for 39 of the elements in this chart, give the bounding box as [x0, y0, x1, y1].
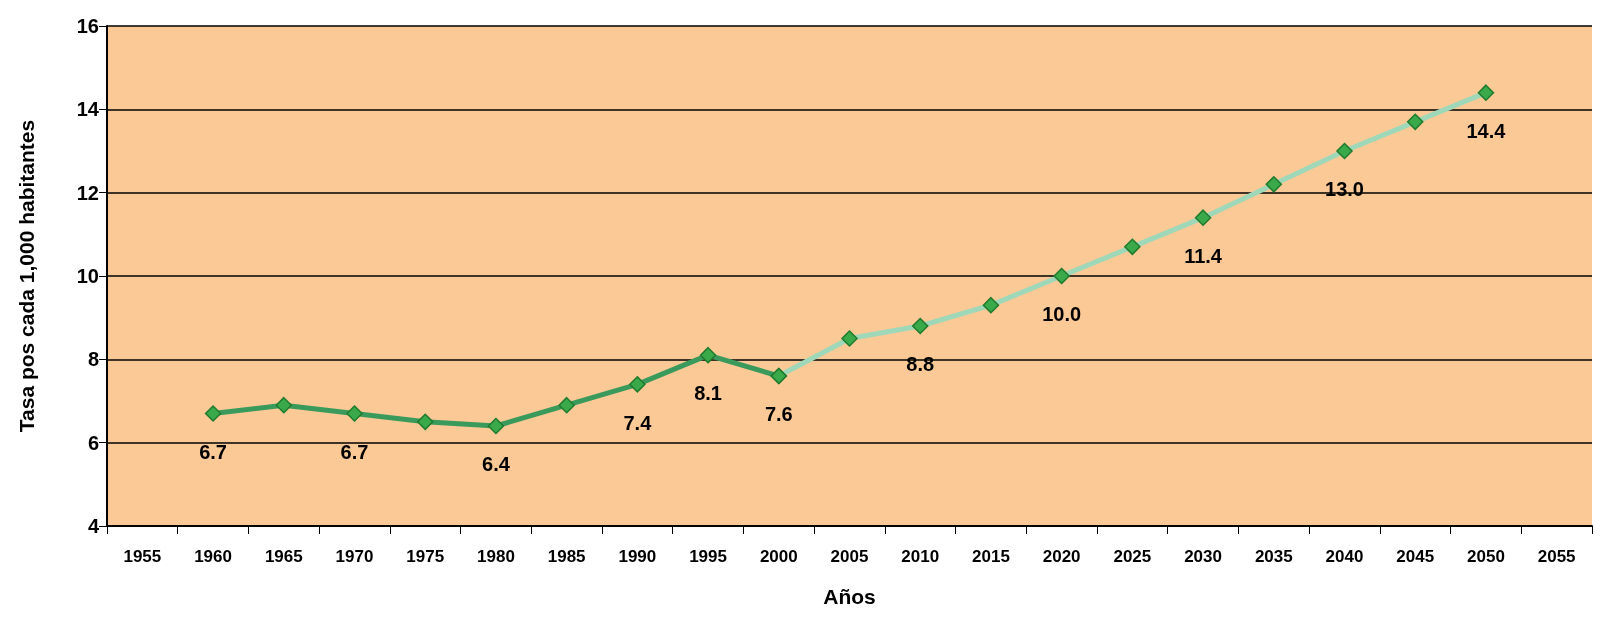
y-tick-label: 16: [76, 15, 99, 37]
data-label: 6.7: [340, 440, 369, 463]
data-label: 8.1: [694, 382, 722, 405]
x-tick-label: 1960: [194, 547, 232, 566]
y-tick-label: 10: [76, 265, 99, 287]
x-tick-label: 1995: [689, 547, 727, 566]
data-label: 6.4: [482, 453, 511, 476]
data-label: 10.0: [1042, 303, 1082, 326]
y-tick-label: 12: [76, 181, 99, 204]
x-tick-label: 2025: [1113, 547, 1152, 566]
x-tick-label: 2055: [1537, 547, 1576, 566]
x-tick-label: 2050: [1467, 547, 1505, 566]
x-tick-label: 2010: [901, 547, 940, 566]
x-tick-label: 1980: [477, 547, 515, 566]
x-tick-label: 2045: [1396, 547, 1435, 566]
x-tick-label: 1975: [406, 547, 445, 566]
data-label: 6.7: [199, 440, 227, 463]
x-tick-label: 2020: [1042, 547, 1081, 566]
x-tick-label: 2000: [759, 547, 798, 566]
x-tick-label: 1970: [335, 547, 374, 566]
data-label: 7.4: [623, 411, 653, 434]
x-tick-label: 1965: [264, 547, 303, 566]
y-tick-label: 4: [87, 515, 100, 537]
x-tick-label: 1955: [123, 547, 162, 566]
x-tick-label: 2015: [972, 547, 1010, 566]
x-tick-label: 2030: [1184, 547, 1222, 566]
y-axis-title: Tasa pos cada 1,000 habitantes: [15, 119, 38, 433]
x-tick-label: 2005: [830, 547, 869, 566]
x-tick-label: 2040: [1325, 547, 1364, 566]
x-axis-title: Años: [823, 585, 876, 608]
data-label: 7.6: [764, 403, 793, 426]
y-tick-label: 6: [87, 431, 99, 454]
x-tick-label: 1985: [547, 547, 586, 566]
data-label: 11.4: [1184, 244, 1223, 267]
x-tick-label: 1990: [618, 547, 657, 566]
data-label: 14.4: [1466, 119, 1507, 142]
y-tick-label: 14: [76, 98, 100, 121]
y-tick-label: 8: [87, 348, 99, 371]
x-tick-label: 2035: [1254, 547, 1293, 566]
